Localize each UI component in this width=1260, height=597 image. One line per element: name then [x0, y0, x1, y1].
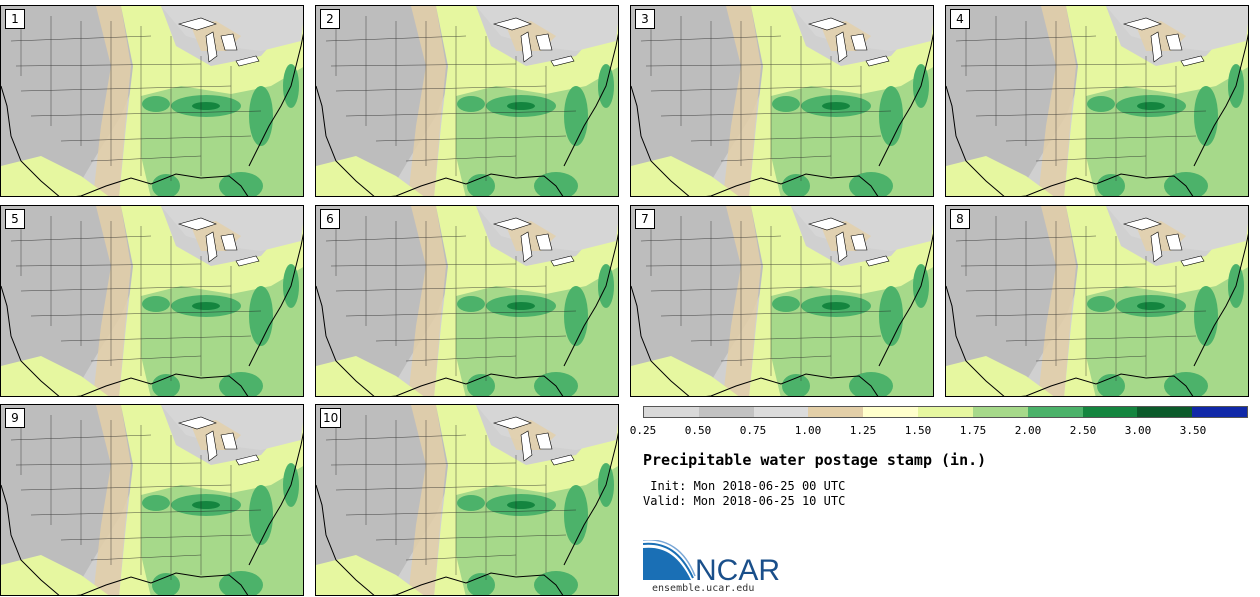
init-time: Init: Mon 2018-06-25 00 UTC — [643, 479, 846, 493]
logo-url[interactable]: ensemble.ucar.edu — [652, 583, 755, 594]
ensemble-member-panel[interactable]: 10 — [315, 404, 619, 596]
color-legend-bar — [643, 406, 1248, 418]
legend-color-segment — [1192, 407, 1247, 417]
legend-color-segment — [753, 407, 809, 417]
ensemble-member-panel[interactable]: 9 — [0, 404, 304, 596]
precipitable-water-map — [946, 206, 1248, 396]
member-number-label: 4 — [950, 9, 970, 29]
precipitable-water-map — [946, 6, 1248, 196]
member-number-label: 9 — [5, 408, 25, 428]
precipitable-water-map — [1, 6, 303, 196]
legend-color-segment — [1137, 407, 1193, 417]
legend-color-segment — [972, 407, 1028, 417]
member-number-label: 6 — [320, 209, 340, 229]
member-number-label: 7 — [635, 209, 655, 229]
precipitable-water-map — [316, 405, 618, 595]
legend-color-segment — [863, 407, 919, 417]
ensemble-member-panel[interactable]: 6 — [315, 205, 619, 397]
legend-tick-label: 1.75 — [959, 424, 987, 437]
valid-time: Valid: Mon 2018-06-25 10 UTC — [643, 494, 846, 508]
member-number-label: 10 — [320, 408, 342, 428]
legend-tick-label: 0.75 — [739, 424, 767, 437]
ensemble-member-panel[interactable]: 2 — [315, 5, 619, 197]
legend-tick-label: 1.25 — [849, 424, 877, 437]
member-number-label: 1 — [5, 9, 25, 29]
legend-tick-label: 3.00 — [1124, 424, 1152, 437]
member-number-label: 5 — [5, 209, 25, 229]
member-number-label: 2 — [320, 9, 340, 29]
ensemble-member-panel[interactable]: 8 — [945, 205, 1249, 397]
member-number-label: 8 — [950, 209, 970, 229]
chart-title: Precipitable water postage stamp (in.) — [643, 451, 987, 469]
legend-color-segment — [918, 407, 973, 417]
precipitable-water-map — [316, 206, 618, 396]
legend-tick-label: 1.50 — [904, 424, 932, 437]
ensemble-member-panel[interactable]: 5 — [0, 205, 304, 397]
legend-color-segment — [808, 407, 864, 417]
legend-color-segment — [698, 407, 754, 417]
ensemble-member-panel[interactable]: 1 — [0, 5, 304, 197]
legend-tick-label: 3.50 — [1179, 424, 1207, 437]
ensemble-member-panel[interactable]: 7 — [630, 205, 934, 397]
precipitable-water-map — [631, 206, 933, 396]
precipitable-water-map — [631, 6, 933, 196]
ncar-logo[interactable]: NCAR — [643, 540, 793, 584]
legend-tick-label: 2.50 — [1069, 424, 1097, 437]
legend-tick-label: 0.25 — [629, 424, 657, 437]
precipitable-water-map — [1, 206, 303, 396]
legend-tick-label: 0.50 — [684, 424, 712, 437]
legend-color-segment — [1027, 407, 1083, 417]
ensemble-member-panel[interactable]: 3 — [630, 5, 934, 197]
legend-color-segment — [644, 407, 699, 417]
legend-color-segment — [1082, 407, 1138, 417]
precipitable-water-map — [316, 6, 618, 196]
logo-text: NCAR — [695, 554, 780, 584]
ensemble-member-panel[interactable]: 4 — [945, 5, 1249, 197]
legend-tick-label: 2.00 — [1014, 424, 1042, 437]
member-number-label: 3 — [635, 9, 655, 29]
legend-tick-label: 1.00 — [794, 424, 822, 437]
precipitable-water-map — [1, 405, 303, 595]
